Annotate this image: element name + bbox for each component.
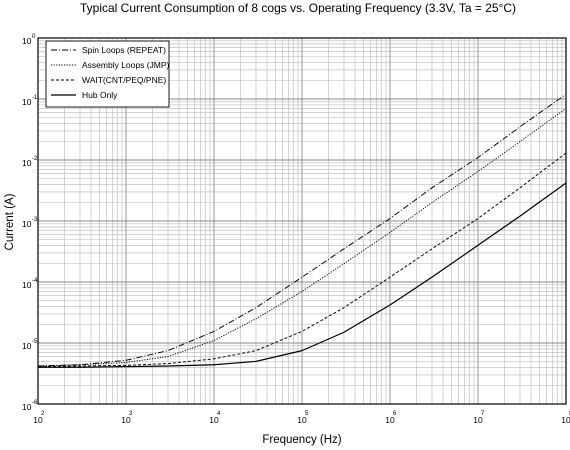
legend: Spin Loops (REPEAT) Assembly Loops (JMP) W… [45,40,170,108]
y-tick-exponent: -4 [32,278,38,284]
y-tick-label: 10 [22,280,32,290]
y-tick-label: 10 [22,219,32,229]
y-tick-exponent: 0 [32,34,36,40]
x-tick-labels: 102103104105106107108 [33,411,570,425]
x-tick-exponent: 5 [305,411,309,417]
x-tick-exponent: 3 [129,411,133,417]
y-tick-label: 10 [22,36,32,46]
y-tick-label: 10 [22,158,32,168]
x-axis-label: Frequency (Hz) [262,434,341,446]
y-axis-label: Current (A) [4,193,16,250]
y-tick-exponent: -3 [32,217,38,223]
x-tick-exponent: 6 [393,411,397,417]
x-tick-label: 10 [209,415,219,425]
series-line-4 [38,182,567,368]
legend-box [45,40,170,108]
series-lines [37,93,567,368]
chart-title: Typical Current Consumption of 8 cogs vs… [80,1,516,15]
x-tick-label: 10 [33,415,43,425]
x-tick-label: 10 [385,415,395,425]
legend-label-1: Spin Loops (REPEAT) [82,45,166,55]
x-tick-label: 10 [297,415,307,425]
y-tick-exponent: -5 [32,339,38,345]
x-tick-label: 10 [121,415,131,425]
x-tick-label: 10 [561,415,570,425]
legend-label-4: Hub Only [82,90,118,100]
series-line-1 [37,93,567,367]
x-tick-label: 10 [473,415,483,425]
x-tick-exponent: 4 [217,411,221,417]
y-tick-exponent: -6 [32,400,38,406]
y-tick-label: 10 [22,97,32,107]
x-tick-exponent: 7 [481,411,485,417]
y-tick-exponent: -2 [32,156,38,162]
x-tick-exponent: 2 [41,411,45,417]
y-tick-label: 10 [22,341,32,351]
y-tick-label: 10 [22,402,32,412]
y-tick-exponent: -1 [32,95,38,101]
plot-frame [37,37,567,405]
legend-label-3: WAIT(CNT/PEQ/PNE) [82,75,166,85]
legend-label-2: Assembly Loops (JMP) [82,60,170,70]
